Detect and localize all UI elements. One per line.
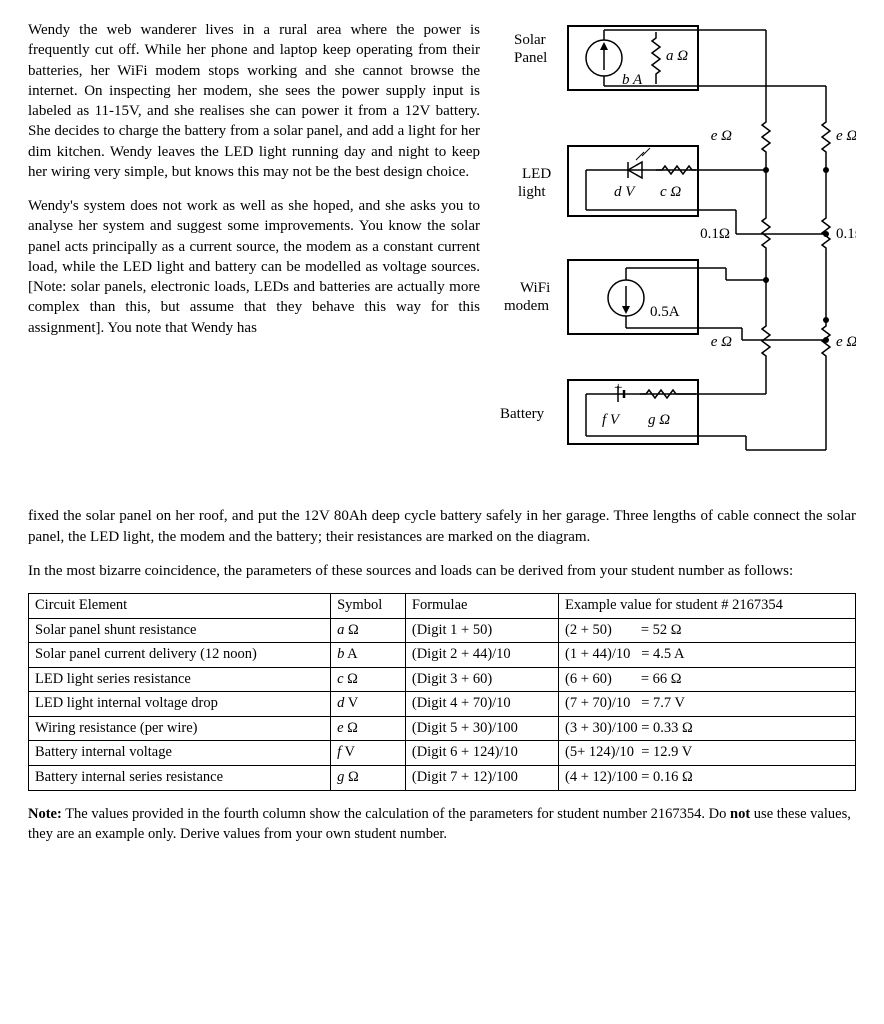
- table-cell: LED light internal voltage drop: [29, 692, 331, 717]
- table-cell: g Ω: [331, 765, 406, 790]
- table-cell: e Ω: [331, 716, 406, 741]
- table-row: LED light internal voltage dropd V(Digit…: [29, 692, 856, 717]
- note-paragraph: Note: The values provided in the fourth …: [28, 805, 856, 844]
- label-wifi-2: modem: [504, 298, 549, 314]
- table-cell: (Digit 3 + 60): [405, 667, 558, 692]
- paragraph-2-top: Wendy's system does not work as well as …: [28, 196, 480, 338]
- label-01ohm-r: 0.1Ω: [836, 226, 856, 242]
- table-cell: (1 + 44)/10 = 4.5 A: [559, 643, 856, 668]
- label-e-ohm-tl: e Ω: [711, 128, 732, 144]
- note-not: not: [730, 806, 750, 822]
- table-cell: (Digit 2 + 44)/10: [405, 643, 558, 668]
- th-example: Example value for student # 2167354: [559, 594, 856, 619]
- label-01ohm-l: 0.1Ω: [700, 226, 730, 242]
- table-cell: (Digit 5 + 30)/100: [405, 716, 558, 741]
- table-cell: a Ω: [331, 618, 406, 643]
- table-cell: Solar panel current delivery (12 noon): [29, 643, 331, 668]
- table-cell: d V: [331, 692, 406, 717]
- table-row: Solar panel shunt resistancea Ω(Digit 1 …: [29, 618, 856, 643]
- label-e-ohm-tr: e Ω: [836, 128, 856, 144]
- note-bold: Note:: [28, 806, 62, 822]
- label-led-2: light: [518, 184, 546, 200]
- param-intro: In the most bizarre coincidence, the par…: [28, 561, 856, 581]
- table-row: Wiring resistance (per wire)e Ω(Digit 5 …: [29, 716, 856, 741]
- table-cell: (2 + 50) = 52 Ω: [559, 618, 856, 643]
- label-wifi-1: WiFi: [520, 280, 550, 296]
- table-row: Battery internal series resistanceg Ω(Di…: [29, 765, 856, 790]
- table-cell: Battery internal series resistance: [29, 765, 331, 790]
- label-c-ohm: c Ω: [660, 184, 681, 200]
- paragraph-2-continued: fixed the solar panel on her roof, and p…: [28, 506, 856, 547]
- table-cell: f V: [331, 741, 406, 766]
- table-cell: (3 + 30)/100 = 0.33 Ω: [559, 716, 856, 741]
- label-d-V: d V: [614, 184, 636, 200]
- label-g-ohm: g Ω: [648, 412, 670, 428]
- table-cell: (7 + 70)/10 = 7.7 V: [559, 692, 856, 717]
- table-cell: (6 + 60) = 66 Ω: [559, 667, 856, 692]
- table-cell: (Digit 1 + 50): [405, 618, 558, 643]
- th-formulae: Formulae: [405, 594, 558, 619]
- parameters-table: Circuit Element Symbol Formulae Example …: [28, 593, 856, 791]
- label-b-A: b A: [622, 72, 643, 88]
- table-cell: Wiring resistance (per wire): [29, 716, 331, 741]
- table-cell: (Digit 6 + 124)/10: [405, 741, 558, 766]
- label-e-ohm-br: e Ω: [836, 334, 856, 350]
- table-cell: (Digit 7 + 12)/100: [405, 765, 558, 790]
- th-element: Circuit Element: [29, 594, 331, 619]
- table-cell: LED light series resistance: [29, 667, 331, 692]
- table-cell: Battery internal voltage: [29, 741, 331, 766]
- label-solar-2: Panel: [514, 50, 547, 66]
- label-e-ohm-bl: e Ω: [711, 334, 732, 350]
- table-row: Solar panel current delivery (12 noon)b …: [29, 643, 856, 668]
- table-cell: Solar panel shunt resistance: [29, 618, 331, 643]
- paragraph-1: Wendy the web wanderer lives in a rural …: [28, 20, 480, 182]
- table-cell: c Ω: [331, 667, 406, 692]
- label-led-1: LED: [522, 166, 551, 182]
- table-cell: (4 + 12)/100 = 0.16 Ω: [559, 765, 856, 790]
- table-cell: (Digit 4 + 70)/10: [405, 692, 558, 717]
- table-cell: b A: [331, 643, 406, 668]
- note-text-1: The values provided in the fourth column…: [62, 806, 730, 822]
- label-a-ohm: a Ω: [666, 48, 688, 64]
- table-row: LED light series resistancec Ω(Digit 3 +…: [29, 667, 856, 692]
- table-cell: (5+ 124)/10 = 12.9 V: [559, 741, 856, 766]
- circuit-diagram: a Ω b A Solar Panel e Ω e Ω: [496, 20, 856, 506]
- label-f-V: f V: [602, 412, 621, 428]
- th-symbol: Symbol: [331, 594, 406, 619]
- label-battery: Battery: [500, 406, 545, 422]
- label-solar-1: Solar: [514, 32, 546, 48]
- table-row: Battery internal voltagef V(Digit 6 + 12…: [29, 741, 856, 766]
- label-05A: 0.5A: [650, 304, 680, 320]
